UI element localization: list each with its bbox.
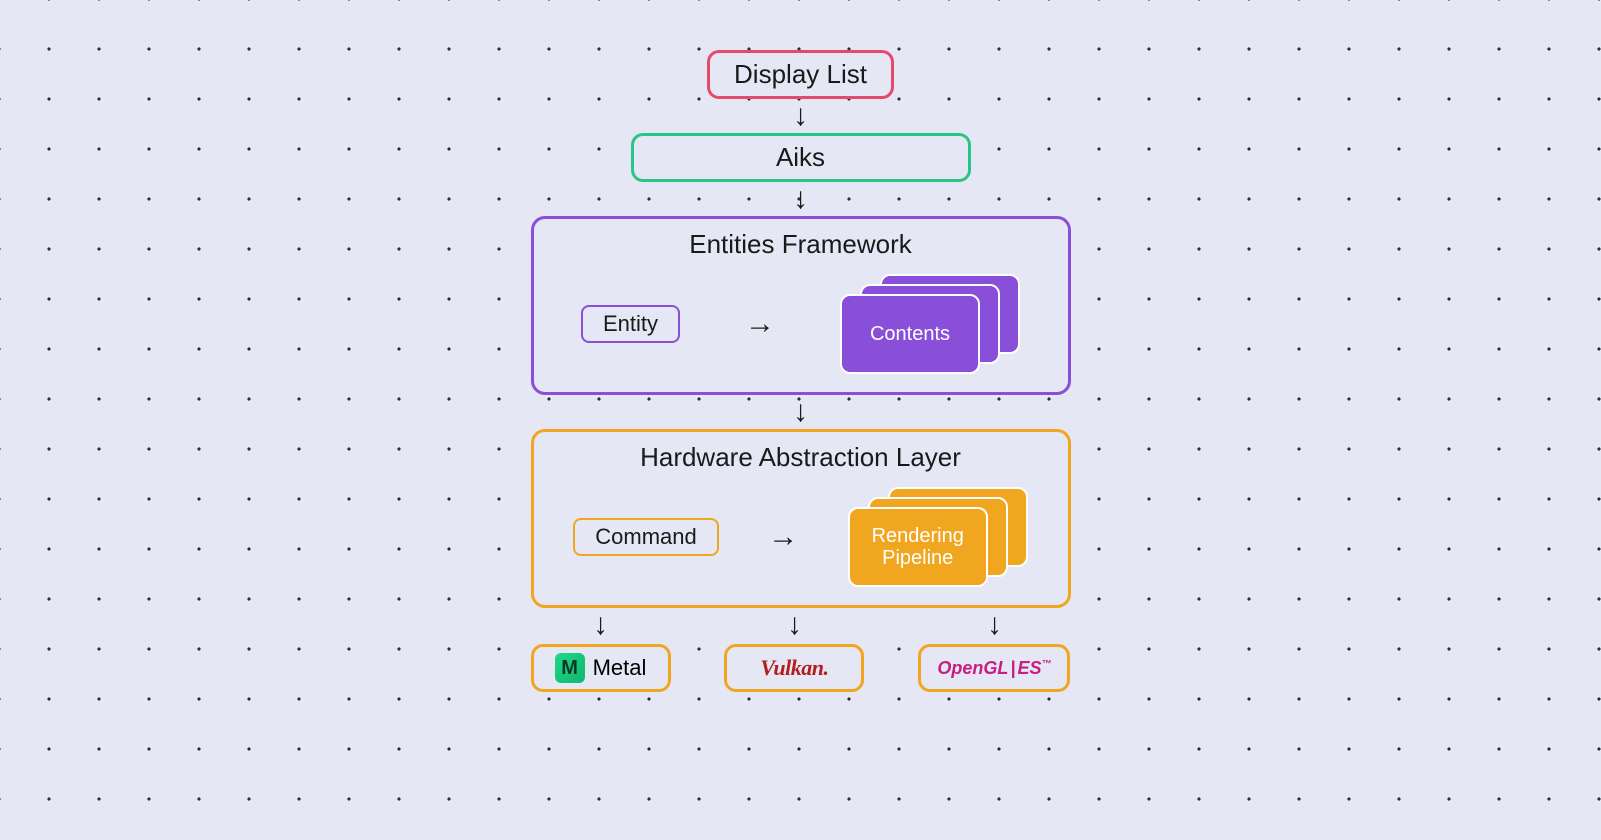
pipeline-stack: RenderingPipeline [848, 487, 1028, 587]
node-command: Command [573, 518, 718, 556]
arrow-down-icon: ↓ [787, 610, 802, 640]
arrow-right-icon: → [745, 307, 775, 341]
metal-logo-icon: M [555, 653, 585, 683]
metal-label: Metal [593, 655, 647, 681]
contents-stack: Contents [840, 274, 1020, 374]
backend-branches: ↓ M Metal ↓ Vulkan. ↓ OpenGL|ES™ [531, 608, 1071, 692]
node-entities-framework: Entities Framework Entity → Contents [531, 216, 1071, 395]
arrow-down-icon: ↓ [593, 610, 608, 640]
arrow-down-icon: ↓ [793, 184, 808, 214]
arrow-down-icon: ↓ [987, 610, 1002, 640]
entities-title: Entities Framework [554, 229, 1048, 260]
card-pipeline: RenderingPipeline [848, 507, 988, 587]
vulkan-logo-icon: Vulkan. [760, 655, 828, 681]
arrow-right-icon: → [768, 520, 798, 554]
node-hal: Hardware Abstraction Layer Command → Ren… [531, 429, 1071, 608]
opengles-logo-icon: OpenGL|ES™ [937, 658, 1051, 679]
node-display-list: Display List [707, 50, 894, 99]
node-entity: Entity [581, 305, 680, 343]
hal-title: Hardware Abstraction Layer [554, 442, 1048, 473]
arrow-down-icon: ↓ [793, 101, 808, 131]
node-opengles: OpenGL|ES™ [918, 644, 1070, 692]
node-aiks: Aiks [631, 133, 971, 182]
arrow-down-icon: ↓ [793, 397, 808, 427]
architecture-diagram: Display List ↓ Aiks ↓ Entities Framework… [531, 50, 1071, 692]
node-vulkan: Vulkan. [724, 644, 864, 692]
card-contents: Contents [840, 294, 980, 374]
node-metal: M Metal [531, 644, 671, 692]
